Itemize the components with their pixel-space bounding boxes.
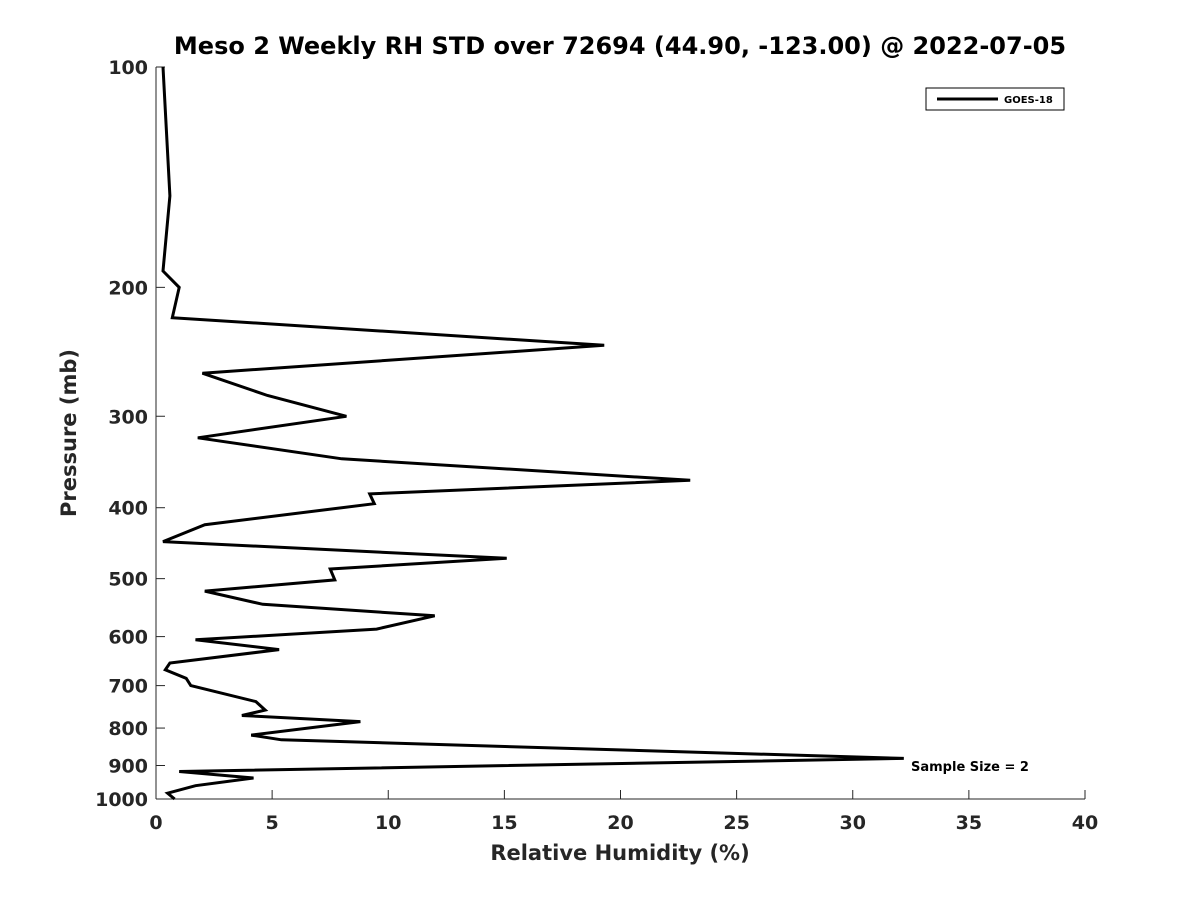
x-tick-label: 40 <box>1072 812 1098 834</box>
x-axis-ticks: 0 5 10 15 20 25 30 35 40 <box>149 790 1098 834</box>
legend: GOES-18 <box>925 87 1065 111</box>
x-tick-label: 25 <box>723 812 749 834</box>
chart-title: Meso 2 Weekly RH STD over 72694 (44.90, … <box>174 32 1066 60</box>
y-tick-label: 200 <box>108 277 148 299</box>
sample-size-annotation: Sample Size = 2 <box>911 760 1029 775</box>
y-tick-label: 900 <box>108 756 148 778</box>
y-tick-label: 400 <box>108 498 148 520</box>
x-tick-label: 5 <box>266 812 279 834</box>
x-tick-label: 35 <box>956 812 982 834</box>
y-axis-ticks: 100 200 300 400 500 600 700 800 900 1000 <box>95 57 165 811</box>
y-tick-label: 100 <box>108 57 148 79</box>
y-tick-label: 1000 <box>95 789 148 811</box>
series-line-goes-18 <box>161 66 904 801</box>
legend-entry-goes-18: GOES-18 <box>1004 95 1053 106</box>
y-tick-label: 500 <box>108 569 148 591</box>
y-tick-label: 800 <box>108 718 148 740</box>
y-tick-label: 600 <box>108 627 148 649</box>
x-tick-label: 15 <box>491 812 517 834</box>
y-tick-label: 700 <box>108 676 148 698</box>
x-tick-label: 30 <box>840 812 866 834</box>
x-tick-label: 20 <box>607 812 633 834</box>
x-axis-label: Relative Humidity (%) <box>490 841 749 865</box>
x-tick-label: 0 <box>149 812 162 834</box>
y-tick-label: 300 <box>108 406 148 428</box>
x-tick-label: 10 <box>375 812 401 834</box>
y-axis-label: Pressure (mb) <box>57 349 81 517</box>
